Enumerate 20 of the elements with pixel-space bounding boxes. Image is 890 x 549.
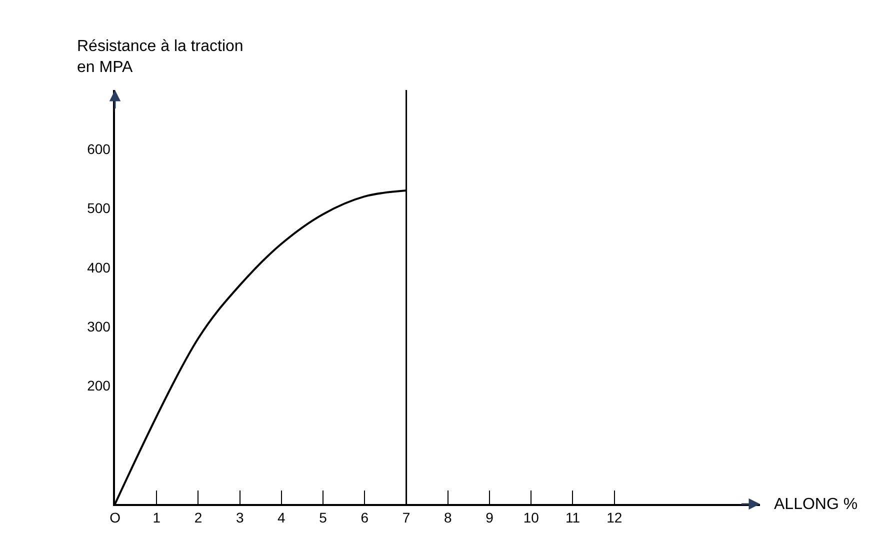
x-tick-label: 10 [523, 510, 540, 526]
y-tick-label: 300 [87, 318, 111, 334]
x-tick-label: 3 [236, 510, 244, 526]
x-tick-label: 9 [486, 510, 494, 526]
x-tick-label: 2 [194, 510, 202, 526]
y-tick-label: 600 [87, 141, 111, 158]
x-tick-label: 6 [360, 510, 369, 526]
y-tick-label: 400 [87, 259, 111, 276]
y-tick-label: 200 [87, 378, 111, 394]
x-tick-label: 7 [402, 510, 410, 526]
y-axis-title: Résistance à la traction en MPA [77, 38, 244, 76]
x-tick-label: 4 [278, 510, 286, 526]
y-tick-label: 500 [87, 200, 111, 216]
x-tick-label: 12 [606, 510, 622, 526]
x-tick-label: 11 [565, 510, 580, 526]
x-tick-label: 5 [319, 510, 328, 526]
x-tick-label: O [110, 510, 121, 526]
x-tick-label: 8 [444, 510, 452, 526]
x-axis-title: ALLONG % [774, 496, 858, 513]
x-tick-label: 1 [152, 510, 161, 526]
